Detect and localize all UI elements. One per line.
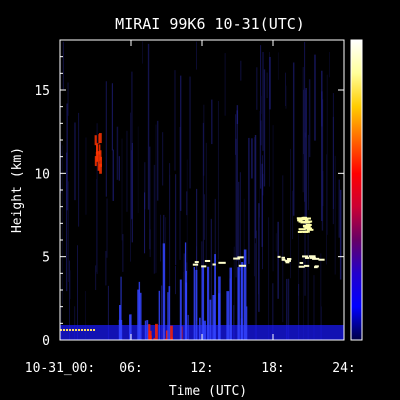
echo-mark (318, 258, 325, 261)
echo-mark (303, 221, 311, 224)
echo-mark (302, 224, 307, 227)
echo-mark (201, 265, 207, 268)
echo-mark (297, 219, 303, 222)
echo-mark (314, 265, 319, 268)
echo-mark (299, 261, 304, 264)
x-tick-label: 12: (190, 361, 213, 376)
echo-mark (306, 228, 314, 231)
echo-mark (302, 216, 307, 219)
y-tick-label: 0 (42, 334, 50, 349)
x-axis-label: Time (UTC) (169, 384, 247, 399)
echo-mark (285, 261, 290, 264)
echo-mark (194, 261, 199, 264)
echo-mark (237, 256, 244, 259)
x-tick-label: 10-31_00: (25, 361, 95, 376)
echo-mark (305, 223, 312, 226)
echo-mark (284, 259, 291, 262)
chart-title: MIRAI 99K6 10-31(UTC) (115, 15, 305, 33)
echo-mark (308, 255, 316, 258)
echo-mark (303, 217, 311, 220)
echo-mark (298, 265, 305, 268)
echo-mark (192, 263, 199, 266)
echo-mark (212, 263, 216, 266)
echo-mark (281, 258, 286, 261)
echo-mark (204, 259, 211, 262)
echo-mark (218, 261, 226, 264)
echo-mark (233, 257, 240, 260)
echo-mark (298, 220, 304, 223)
x-tick-label: 24: (332, 361, 355, 376)
colorbar (350, 39, 363, 341)
echo-mark (304, 218, 309, 221)
y-axis-label: Height (km) (10, 147, 25, 233)
y-tick-label: 5 (42, 251, 50, 266)
echo-mark (297, 218, 305, 221)
echo-mark (298, 228, 306, 231)
y-axis: 0 5 10 15 (34, 56, 344, 349)
x-tick-label: 06: (119, 361, 142, 376)
y-tick-label: 10 (34, 167, 50, 182)
echo-mark (312, 257, 320, 260)
echo-mark (304, 230, 310, 233)
echo-mark (305, 256, 310, 259)
echo-mark (238, 264, 247, 267)
echo-mark (303, 264, 310, 267)
x-axis: 10-31_00: 06: 12: 18: 24: (25, 40, 356, 376)
echo-mark (281, 256, 285, 259)
y-tick-label: 15 (34, 84, 50, 99)
echo-mark (299, 230, 305, 233)
echo-mark (287, 258, 292, 261)
echo-mark (304, 227, 313, 230)
x-tick-label: 18: (261, 361, 284, 376)
echo-mark (303, 225, 311, 228)
background-noise (59, 41, 342, 340)
echo-mark (277, 255, 281, 258)
echo-mark (302, 255, 309, 258)
